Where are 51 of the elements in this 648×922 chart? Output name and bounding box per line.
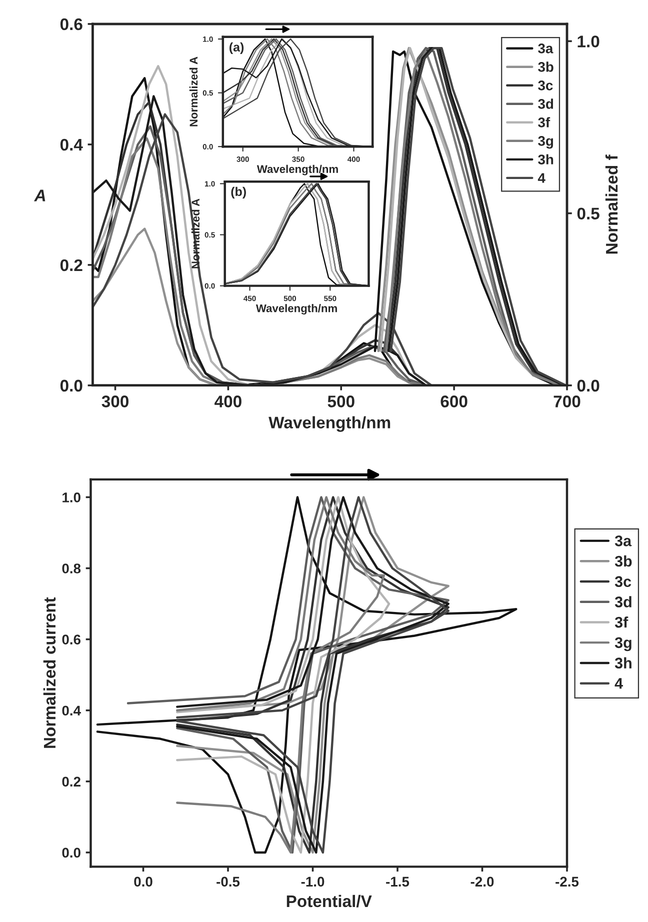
legend-label: 3d	[538, 98, 554, 109]
y-tick-label: 0.4	[62, 706, 81, 716]
y-tick-label: 0.0	[62, 848, 80, 858]
x-tick-label: -1.5	[386, 876, 410, 887]
legend-label: 3f	[614, 616, 628, 628]
legend-label: 3a	[538, 44, 554, 54]
y-axis-title: Normalized A	[189, 56, 198, 126]
x-tick-label: 300	[102, 396, 128, 408]
x-tick-label: 0.0	[134, 876, 152, 887]
x-tick-label: -2.5	[556, 876, 579, 887]
legend-label: 3d	[614, 596, 632, 608]
legend-label: 3c	[538, 80, 553, 90]
legend-label: 3a	[614, 535, 632, 546]
y-tick-label: 0.4	[60, 138, 83, 151]
legend-label: 3b	[538, 62, 554, 72]
x-axis-title: Wavelength/nm	[268, 416, 390, 432]
x-tick-label: 500	[328, 396, 354, 408]
legend-label: 3h	[538, 154, 554, 164]
legend-label: 3h	[614, 657, 632, 669]
x-tick-label: -0.5	[216, 876, 240, 887]
y-tick-label: 0.6	[60, 18, 82, 30]
y-tick-label: 0.0	[60, 380, 82, 392]
legend-label: 3f	[538, 117, 550, 128]
annotation: (a)	[230, 42, 244, 54]
annotation: (b)	[231, 186, 246, 198]
y-axis-title: A	[34, 190, 46, 202]
x-axis-title: Potential/V	[286, 894, 372, 908]
legend-label: 3g	[614, 637, 632, 652]
legend-label: 4	[614, 678, 623, 689]
legend-label: 4	[538, 173, 546, 183]
x-tick-label: 700	[554, 396, 580, 408]
x-tick-label: -1.0	[301, 876, 324, 887]
y-axis-title: Normalized current	[43, 597, 56, 748]
x-axis-title: Wavelength/nm	[256, 304, 337, 314]
y-tick-label: 0.6	[62, 634, 80, 644]
x-axis-title: Wavelength/nm	[256, 164, 338, 176]
y2-tick-label: 0.0	[577, 380, 600, 392]
legend-label: 3b	[614, 555, 632, 567]
legend-label: 3c	[614, 576, 632, 588]
y2-axis-title: Normalized f	[605, 154, 618, 254]
legend-label: 3g	[538, 136, 553, 149]
x-tick-label: 400	[214, 396, 242, 408]
y2-tick-label: 0.5	[577, 208, 600, 220]
x-tick-label: 600	[440, 396, 468, 408]
y2-tick-label: 1.0	[578, 36, 600, 48]
y-tick-label: 0.2	[62, 776, 80, 787]
x-tick-label: -2.0	[470, 876, 494, 887]
y-tick-label: 0.2	[60, 259, 82, 272]
y-tick-label: 0.8	[62, 564, 81, 574]
y-axis-title: Normalized A	[191, 198, 200, 268]
y-tick-label: 1.0	[62, 492, 80, 502]
